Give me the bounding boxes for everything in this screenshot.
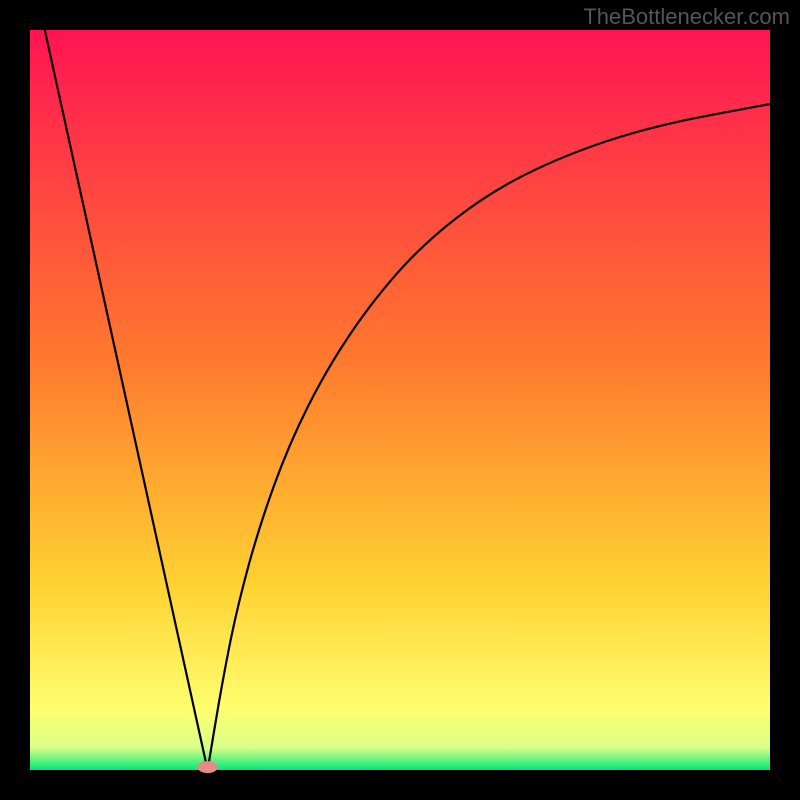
minimum-marker [197, 761, 218, 773]
curve-path [45, 30, 770, 770]
plot-area [30, 30, 770, 770]
curve-svg [30, 30, 770, 770]
chart-container: TheBottlenecker.com [0, 0, 800, 800]
watermark-text: TheBottlenecker.com [583, 4, 790, 30]
